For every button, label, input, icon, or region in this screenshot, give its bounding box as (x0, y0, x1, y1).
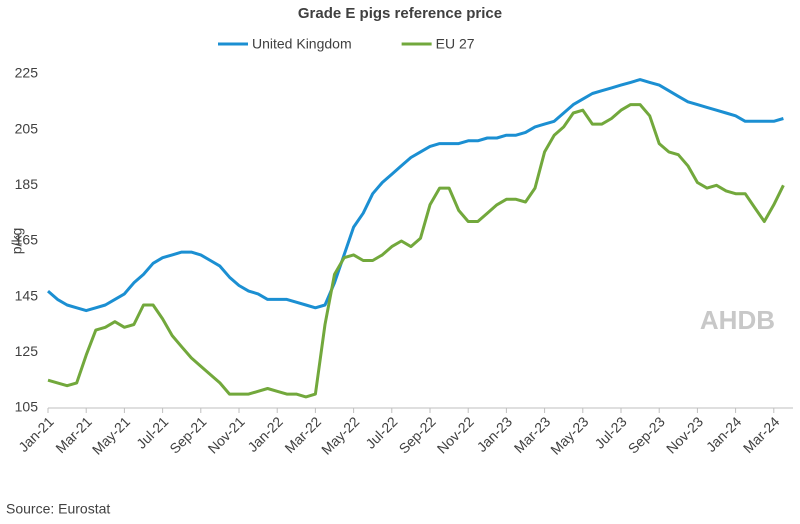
x-tick-label: Mar-23 (511, 413, 554, 456)
y-tick-label: 185 (15, 176, 39, 192)
y-tick-label: 225 (15, 65, 39, 81)
x-tick-label: Sep-21 (166, 413, 209, 456)
chart-title: Grade E pigs reference price (298, 5, 502, 22)
x-tick-label: Mar-24 (740, 413, 783, 456)
watermark: AHDB (700, 305, 775, 335)
y-tick-label: 145 (15, 287, 39, 303)
source: Source: Eurostat (6, 501, 110, 517)
x-tick-label: Mar-21 (52, 413, 95, 456)
legend-label: EU 27 (436, 36, 475, 52)
y-axis-label: p/kg (9, 228, 25, 254)
x-tick-label: Jan-22 (244, 413, 286, 455)
x-tick-label: Sep-22 (395, 413, 438, 456)
line (47, 103, 785, 399)
x-tick-label: Mar-22 (281, 413, 324, 456)
x-tick-label: Jan-21 (15, 413, 57, 455)
y-tick-label: 105 (15, 399, 39, 415)
x-tick-label: Nov-22 (434, 413, 477, 456)
line (47, 78, 784, 313)
legend-label: United Kingdom (252, 36, 352, 52)
x-tick-label: May-22 (318, 413, 362, 457)
x-tick-label: Nov-21 (205, 413, 248, 456)
x-tick-label: May-23 (547, 413, 591, 457)
x-tick-label: Sep-23 (625, 413, 668, 456)
y-tick-label: 165 (15, 232, 39, 248)
x-tick-label: May-21 (89, 413, 133, 457)
x-tick-label: Jan-24 (703, 413, 745, 455)
x-tick-label: Jan-23 (474, 413, 516, 455)
legend: United Kingdom EU 27 (218, 36, 475, 52)
x-tick-label: Nov-23 (663, 413, 706, 456)
y-tick-label: 205 (15, 120, 39, 136)
y-tick-label: 125 (15, 343, 39, 359)
